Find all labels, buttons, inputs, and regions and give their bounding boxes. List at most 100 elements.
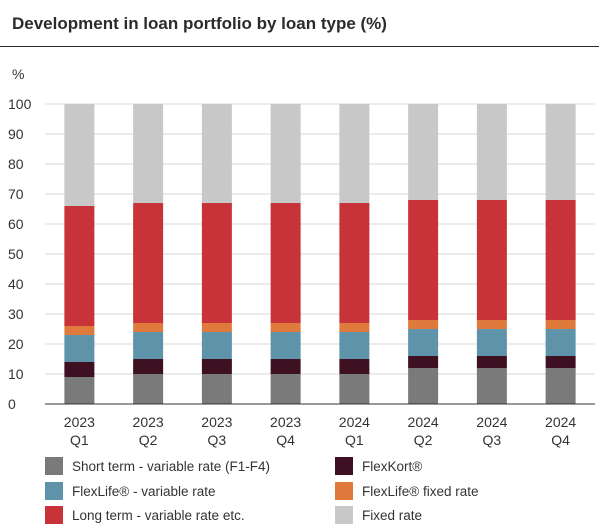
x-tick-label-quarter: Q1 [70,432,89,448]
bar-segment [408,368,439,404]
y-axis-unit-label: % [12,66,24,82]
x-tick-label-year: 2024 [408,414,439,430]
y-tick-label: 80 [8,156,24,172]
bar-segment [201,374,232,404]
bar-segment [201,323,232,332]
bar-segment [133,104,164,203]
bar-segment [545,104,576,200]
x-tick-label-year: 2024 [339,414,370,430]
y-tick-label: 20 [8,336,24,352]
bar-segment [201,359,232,374]
legend-item: Long term - variable rate etc. [45,506,245,524]
bar-segment [408,356,439,368]
legend-label: Short term - variable rate (F1-F4) [72,458,271,474]
legend-label: FlexKort® [362,458,423,474]
legend-swatch [45,506,63,524]
y-tick-label: 10 [8,366,24,382]
y-tick-label: 70 [8,186,24,202]
axes: % 0 10 20 30 40 50 60 70 80 90 100 2023 Q1 2023 Q2 2023 Q… [8,66,595,448]
bar-segment [339,359,370,374]
bar-segment [408,104,439,200]
bar-segment [64,362,95,377]
legend-swatch [45,457,63,475]
x-tick-label-year: 2023 [64,414,95,430]
bar-segment [476,356,507,368]
y-tick-label: 60 [8,216,24,232]
bars [64,104,576,404]
bar-segment [545,356,576,368]
bar-segment [408,320,439,329]
x-tick-label-quarter: Q1 [345,432,364,448]
x-tick-label-year: 2023 [270,414,301,430]
bar-segment [545,320,576,329]
x-tick-label-year: 2024 [545,414,576,430]
bar-segment [270,374,301,404]
bar-segment [339,104,370,203]
bar-segment [339,374,370,404]
x-tick-label-quarter: Q2 [139,432,158,448]
y-tick-label: 100 [8,96,32,112]
bar-segment [270,203,301,323]
legend-item: FlexLife® - variable rate [45,482,216,500]
x-tick-label-quarter: Q3 [208,432,227,448]
stacked-bar-chart: % 0 10 20 30 40 50 60 70 80 90 100 2023 Q1 2023 Q2 2023 Q… [8,66,595,448]
bar-segment [270,332,301,359]
bar-segment [133,332,164,359]
y-tick-label: 90 [8,126,24,142]
x-tick-label-quarter: Q2 [414,432,433,448]
x-tick-label-year: 2024 [476,414,507,430]
legend-label: Long term - variable rate etc. [72,507,245,523]
legend-item: Fixed rate [335,506,422,524]
x-tick-label-quarter: Q4 [551,432,570,448]
legend-swatch [335,506,353,524]
bar-segment [476,368,507,404]
bar-segment [64,326,95,335]
legend-swatch [335,457,353,475]
legend-item: FlexKort® [335,457,422,475]
legend-swatch [45,482,63,500]
title-divider [0,46,599,47]
legend-item: Short term - variable rate (F1-F4) [45,457,270,475]
bar-segment [545,200,576,320]
bar-segment [64,377,95,404]
bar-segment [64,206,95,326]
y-tick-label: 40 [8,276,24,292]
chart-title: Development in loan portfolio by loan ty… [12,14,387,33]
bar-segment [133,359,164,374]
bar-segment [476,320,507,329]
bar-segment [270,104,301,203]
bar-segment [133,374,164,404]
bar-segment [545,368,576,404]
bar-segment [476,200,507,320]
bar-segment [133,323,164,332]
bar-segment [133,203,164,323]
bar-segment [270,359,301,374]
bar-segment [476,104,507,200]
y-tick-label: 30 [8,306,24,322]
bar-segment [408,329,439,356]
legend-label: FlexLife® fixed rate [362,483,479,499]
bar-segment [201,203,232,323]
legend-label: Fixed rate [362,507,423,523]
bar-segment [476,329,507,356]
x-tick-label-quarter: Q3 [483,432,502,448]
bar-segment [408,200,439,320]
legend-label: FlexLife® - variable rate [72,483,216,499]
bar-segment [339,323,370,332]
y-tick-label: 0 [8,396,16,412]
x-tick-label-quarter: Q4 [276,432,295,448]
bar-segment [201,104,232,203]
legend-item: FlexLife® fixed rate [335,482,479,500]
x-tick-label-year: 2023 [201,414,232,430]
legend: Short term - variable rate (F1-F4) FlexKo… [45,457,585,527]
legend-swatch [335,482,353,500]
bar-segment [270,323,301,332]
gridlines [45,103,595,405]
y-tick-label: 50 [8,246,24,262]
x-tick-label-year: 2023 [133,414,164,430]
bar-segment [545,329,576,356]
bar-segment [201,332,232,359]
bar-segment [64,104,95,206]
bar-segment [339,203,370,323]
bar-segment [64,335,95,362]
